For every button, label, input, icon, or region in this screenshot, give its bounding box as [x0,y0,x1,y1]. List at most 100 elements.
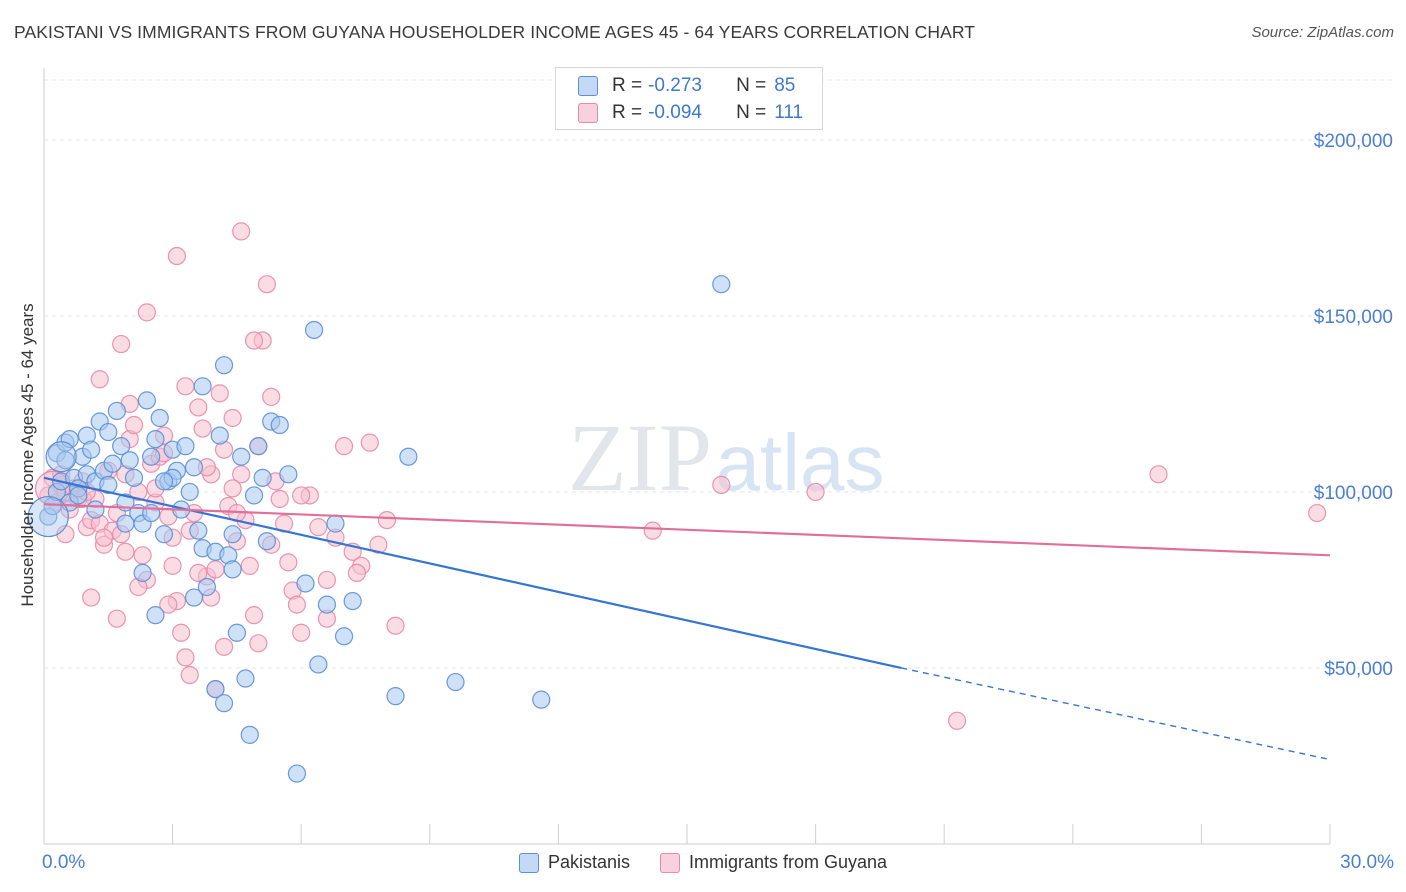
data-point-pakistanis [446,672,465,692]
data-point-pakistanis [193,377,212,396]
legend-r-label: R = [612,102,643,123]
data-point-pakistanis [133,563,152,583]
data-point-pakistanis [120,451,139,470]
legend-n-label: N = [736,102,767,123]
data-point-guyana [1308,503,1327,523]
data-point-pakistanis [82,440,101,459]
legend-r-value: -0.273 [648,75,702,96]
data-point-guyana [176,648,195,667]
data-point-guyana [82,588,101,607]
data-point-guyana [947,711,967,730]
data-point-guyana [189,398,208,417]
data-point-guyana [137,303,156,322]
data-point-pakistanis [142,447,161,466]
data-point-guyana [159,595,178,614]
data-point-guyana [210,384,229,403]
data-point-pakistanis [343,591,362,611]
data-point-guyana [643,521,662,540]
stats-legend: R = -0.273 N = 85 R = -0.094 N = 111 [555,67,823,130]
data-point-pakistanis [244,486,264,505]
legend-n-label: N = [736,75,767,96]
data-point-pakistanis [236,669,255,688]
data-point-pakistanis [279,465,298,484]
trend-lines [43,476,1331,761]
legend-item-pakistanis[interactable]: Pakistanis [518,852,630,873]
axes [43,68,1331,845]
data-point-cluster-pakistanis [27,495,69,538]
data-point-pakistanis [69,486,88,505]
legend-swatch-pink [659,852,680,873]
data-point-guyana [90,370,109,389]
data-point-pakistanis [532,690,551,709]
data-point-pakistanis [249,437,268,456]
data-point-guyana [232,465,251,484]
data-point-guyana [107,609,126,628]
data-point-guyana [292,486,311,505]
data-point-pakistanis [176,437,195,456]
data-point-pakistanis [99,475,118,494]
tick-labels: $50,000 $100,000 $150,000 $200,000 0.0% 30.0% [42,131,1394,873]
data-point-guyana [334,437,354,456]
source-credit: Source: ZipAtlas.com [1251,24,1394,41]
data-point-pakistanis [189,521,208,540]
data-point-guyana [244,606,264,625]
data-point-guyana [206,560,225,579]
data-point-pakistanis [326,514,345,533]
data-point-guyana [360,433,379,452]
data-point-pakistanis [103,454,122,473]
data-point-pakistanis [223,525,242,544]
data-point-pakistanis [304,320,324,340]
data-point-guyana [292,623,311,642]
data-point-guyana [163,556,182,575]
data-point-pakistanis [223,560,242,579]
data-point-pakistanis [184,588,204,607]
bottom-legend: Pakistanis Immigrants from Guyana [0,852,1406,873]
data-point-pakistanis [137,391,156,410]
x-tick-label: 30.0% [1340,852,1394,873]
y-tick-label: $200,000 [1314,131,1393,152]
data-point-pakistanis [107,401,126,421]
grid-lines [44,79,1395,669]
data-point-pakistanis [150,408,169,428]
data-point-guyana [116,542,135,561]
data-point-pakistanis [146,430,165,449]
data-point-pakistanis [334,627,354,646]
data-point-guyana [193,419,212,438]
data-point-pakistanis [287,764,307,783]
data-point-guyana [244,331,264,350]
data-point-guyana [806,482,825,502]
data-point-pakistanis [214,694,234,713]
data-point-guyana [214,637,234,656]
data-point-guyana [176,377,195,396]
data-point-guyana [386,616,405,635]
data-point-pakistanis [386,687,405,706]
data-point-cluster-pakistanis [45,441,77,473]
data-point-pakistanis [317,595,337,614]
data-point-guyana [94,528,114,547]
data-point-pakistanis [270,415,289,435]
data-point-pakistanis [146,606,165,625]
watermark: ZIP atlas [568,404,884,511]
data-point-guyana [240,556,259,575]
y-tick-label: $100,000 [1314,483,1393,504]
data-point-pakistanis [232,447,251,466]
y-tick-label: $50,000 [1324,659,1393,680]
data-point-guyana [124,415,144,435]
legend-item-guyana[interactable]: Immigrants from Guyana [659,852,887,873]
data-point-guyana [377,510,397,530]
data-point-guyana [112,334,131,354]
stats-legend-row-pakistanis: R = -0.273 N = 85 [578,75,795,97]
trend-line-pakistanis-extrapolated [901,667,1331,761]
data-point-pakistanis [227,623,246,642]
data-point-pakistanis [56,451,75,470]
data-point-pakistanis [86,500,105,519]
data-point-pakistanis [142,503,161,523]
data-point-guyana [347,563,367,583]
trend-line-guyana [43,503,1331,557]
data-point-pakistanis [712,275,731,294]
data-point-pakistanis [206,679,225,699]
legend-r-label: R = [612,75,643,96]
data-point-guyana [172,623,191,642]
watermark-atlas: atlas [716,418,885,507]
